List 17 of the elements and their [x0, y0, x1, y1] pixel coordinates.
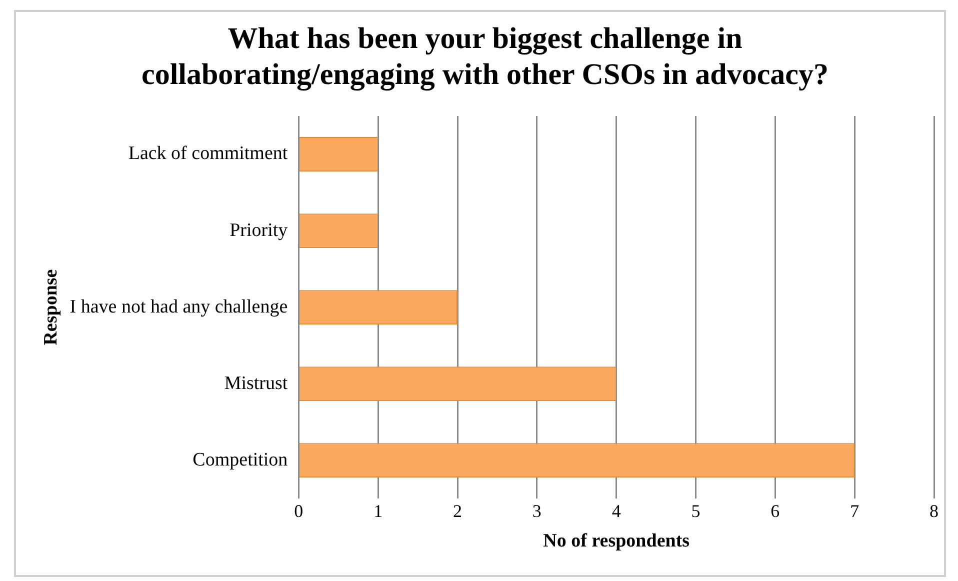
x-tick-label: 2 — [453, 501, 462, 522]
x-tick-label: 4 — [612, 501, 621, 522]
x-tick-label: 8 — [930, 501, 938, 522]
y-tick-label: I have not had any challenge — [70, 296, 288, 318]
y-tick-label: Competition — [192, 449, 288, 470]
chart-title: What has been your biggest challenge in collaborating/engaging with other CSOs in advocacy? — [142, 22, 828, 91]
x-tick-label: 5 — [691, 501, 700, 522]
y-tick-label: Lack of commitment — [128, 143, 288, 164]
x-axis-title: No of respondents — [543, 530, 690, 552]
y-axis-title: Response — [40, 269, 62, 346]
x-tick-label: 1 — [374, 501, 383, 522]
x-tick-label: 6 — [770, 501, 780, 522]
x-tick-label: 0 — [294, 501, 304, 522]
y-tick-label: Mistrust — [224, 372, 288, 394]
x-tick-label: 7 — [850, 501, 860, 522]
x-tick-label: 3 — [532, 501, 542, 522]
y-tick-label: Priority — [230, 220, 288, 241]
